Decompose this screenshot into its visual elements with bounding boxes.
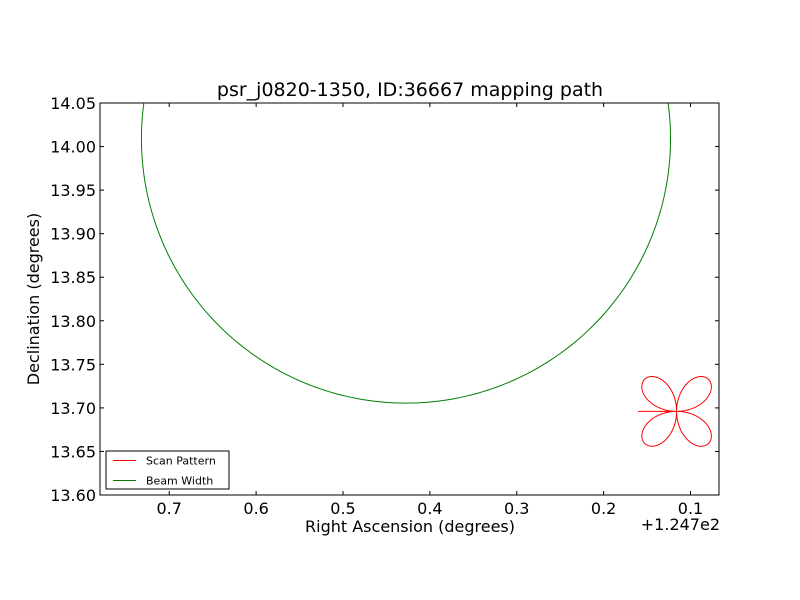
chart-title: psr_j0820-1350, ID:36667 mapping path bbox=[217, 79, 603, 101]
y-tick-label: 13.90 bbox=[50, 225, 96, 244]
y-tick-label: 13.70 bbox=[50, 399, 96, 418]
legend-label-scan-pattern: Scan Pattern bbox=[146, 455, 216, 468]
y-tick-label: 13.75 bbox=[50, 355, 96, 374]
y-tick-label: 13.65 bbox=[50, 442, 96, 461]
series-line-scan-pattern bbox=[638, 375, 712, 447]
y-tick-label: 14.05 bbox=[50, 94, 96, 113]
legend-label-beam-width: Beam Width bbox=[146, 475, 213, 488]
x-tick-label: 0.2 bbox=[591, 499, 616, 518]
plot-frame bbox=[99, 102, 720, 496]
series-layer bbox=[140, 103, 712, 447]
series-line-beam-width bbox=[140, 103, 672, 404]
y-tick-label: 14.00 bbox=[50, 138, 96, 157]
plot-area bbox=[100, 103, 719, 495]
x-axis-offset-label: +1.247e2 bbox=[641, 515, 720, 534]
legend-box bbox=[105, 450, 230, 490]
y-axis-label: Declination (degrees) bbox=[24, 213, 43, 385]
x-tick-label: 0.5 bbox=[330, 499, 355, 518]
legend: Scan Pattern Beam Width bbox=[105, 450, 230, 490]
y-tick-label: 13.95 bbox=[50, 181, 96, 200]
x-tick-label: 0.4 bbox=[417, 499, 442, 518]
x-axis-label: Right Ascension (degrees) bbox=[305, 517, 515, 536]
x-axis-ticks: 0.7 0.6 0.5 0.4 0.3 0.2 0.1 bbox=[157, 103, 703, 518]
y-tick-label: 13.80 bbox=[50, 312, 96, 331]
y-axis-ticks: 13.60 13.65 13.70 13.75 13.80 13.85 13.90 13.95… bbox=[50, 94, 719, 505]
x-tick-label: 0.3 bbox=[504, 499, 529, 518]
y-tick-label: 13.60 bbox=[50, 486, 96, 505]
x-tick-label: 0.1 bbox=[678, 499, 703, 518]
x-tick-label: 0.7 bbox=[157, 499, 182, 518]
y-tick-label: 13.85 bbox=[50, 268, 96, 287]
x-tick-label: 0.6 bbox=[243, 499, 268, 518]
